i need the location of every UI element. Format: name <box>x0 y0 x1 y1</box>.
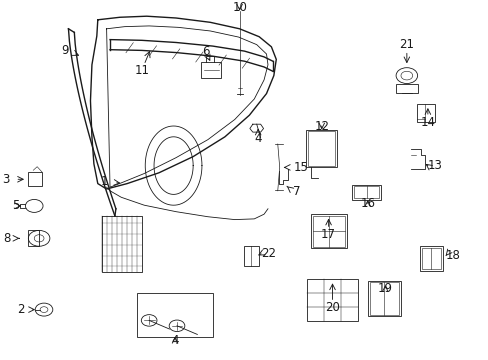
Text: 16: 16 <box>360 197 374 210</box>
Text: 14: 14 <box>420 116 434 129</box>
Bar <box>312 216 344 247</box>
Bar <box>395 84 417 93</box>
Text: 22: 22 <box>261 247 276 260</box>
Bar <box>419 246 442 271</box>
Text: 10: 10 <box>232 1 246 14</box>
Bar <box>28 172 42 186</box>
Text: 12: 12 <box>314 120 328 132</box>
Text: 19: 19 <box>377 282 392 294</box>
Bar <box>28 230 39 246</box>
Bar <box>306 279 358 321</box>
Bar <box>369 282 398 315</box>
Text: 7: 7 <box>293 185 300 198</box>
Bar <box>201 62 221 78</box>
Bar <box>305 130 337 167</box>
Text: 4: 4 <box>171 334 179 347</box>
Bar <box>351 185 381 200</box>
Text: 9: 9 <box>61 44 68 57</box>
Text: 21: 21 <box>399 39 413 51</box>
Text: 2: 2 <box>17 303 24 316</box>
Text: 15: 15 <box>293 161 307 174</box>
Bar <box>137 293 212 337</box>
Text: 1: 1 <box>101 175 108 188</box>
Text: 18: 18 <box>445 249 460 262</box>
Text: 17: 17 <box>321 228 335 241</box>
Bar <box>416 104 434 122</box>
Text: 5: 5 <box>12 199 20 212</box>
Text: 13: 13 <box>427 159 442 172</box>
Text: 8: 8 <box>3 232 11 245</box>
Text: 6: 6 <box>201 45 209 58</box>
Bar <box>310 214 346 248</box>
Bar <box>307 131 334 166</box>
Bar <box>353 186 379 198</box>
Bar <box>367 281 400 316</box>
Text: 20: 20 <box>325 301 339 314</box>
Text: 11: 11 <box>134 64 149 77</box>
Bar <box>421 248 440 269</box>
Text: 3: 3 <box>2 173 10 186</box>
Text: 4: 4 <box>254 132 262 145</box>
Bar <box>243 246 259 266</box>
